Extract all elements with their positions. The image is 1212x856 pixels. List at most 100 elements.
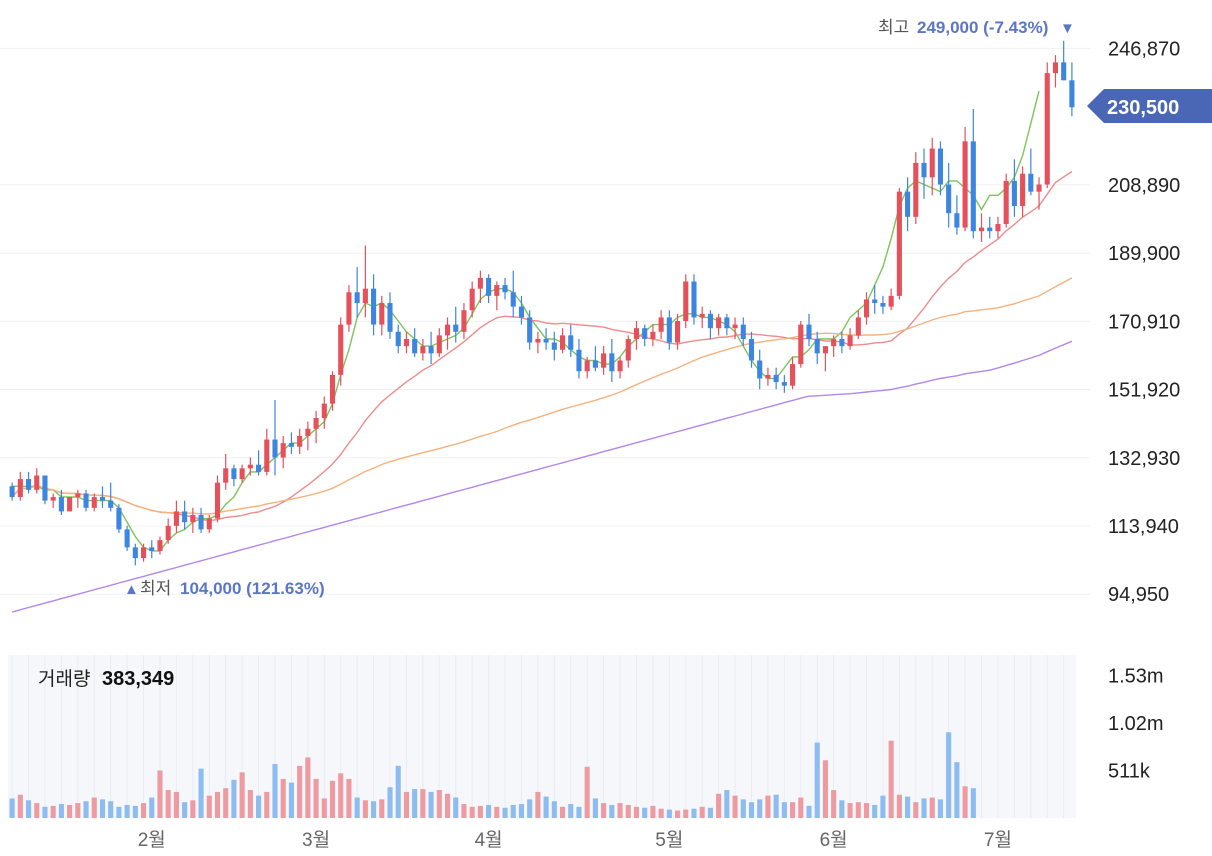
- candle-body: [157, 540, 163, 551]
- volume-bar: [428, 791, 434, 818]
- candle-body: [387, 303, 393, 332]
- candle-body: [1069, 80, 1075, 108]
- candle-body: [297, 435, 303, 447]
- candle-body: [346, 292, 352, 325]
- volume-bar: [362, 800, 368, 818]
- price-tick-label: 170,910: [1108, 311, 1180, 333]
- candle-body: [790, 364, 796, 386]
- candle-body: [1061, 62, 1067, 81]
- candle-body: [42, 475, 48, 501]
- candle-body: [280, 443, 286, 458]
- volume-bar: [683, 809, 689, 818]
- volume-bar: [831, 790, 837, 818]
- candle-body: [288, 443, 294, 447]
- high-marker-icon: ▼: [1060, 20, 1075, 37]
- candle-body: [428, 346, 434, 354]
- month-tick-label: 4월: [475, 829, 503, 851]
- price-gridlines: [0, 47, 1090, 595]
- candle-body: [863, 299, 870, 318]
- candle-body: [124, 529, 130, 548]
- candle-body: [247, 464, 253, 469]
- candle-body: [1011, 180, 1017, 207]
- volume-bar: [765, 795, 771, 818]
- candle-body: [1003, 180, 1009, 224]
- candle-body: [420, 346, 426, 354]
- candle-body: [691, 281, 697, 318]
- volume-bar: [748, 802, 755, 818]
- candle-body: [329, 374, 336, 404]
- candle-body: [354, 292, 360, 304]
- candle-body: [740, 324, 746, 339]
- volume-bar: [625, 804, 631, 818]
- price-tick-label: 151,920: [1108, 380, 1180, 402]
- candle-body: [412, 338, 418, 354]
- candle-body: [535, 338, 541, 343]
- volume-bar: [264, 791, 270, 818]
- volume-bar: [223, 788, 229, 818]
- volume-bar: [880, 795, 886, 818]
- candle-body: [995, 224, 1001, 232]
- volume-bar: [962, 786, 968, 818]
- candle-body: [839, 338, 845, 347]
- volume-bar: [592, 798, 598, 818]
- volume-bar: [609, 804, 615, 818]
- volume-bar: [50, 805, 56, 818]
- volume-bar: [165, 790, 171, 818]
- candle-body: [453, 324, 459, 332]
- volume-bar: [576, 806, 582, 818]
- volume-bar: [83, 801, 89, 818]
- candle-body: [970, 141, 976, 232]
- candle-body: [436, 335, 442, 354]
- volume-bar: [839, 800, 845, 818]
- candle-body: [683, 281, 689, 321]
- candle-body: [305, 428, 311, 436]
- volume-bar: [559, 806, 566, 818]
- volume-bar: [905, 796, 911, 818]
- candle-body: [239, 468, 245, 480]
- candle-body: [592, 360, 598, 368]
- candle-body: [149, 547, 155, 551]
- candle-body: [190, 515, 196, 523]
- candle-body: [642, 328, 648, 339]
- volume-bar: [913, 802, 919, 818]
- price-tick-label: 132,930: [1108, 448, 1180, 470]
- candle-body: [116, 507, 122, 530]
- candle-body: [198, 515, 204, 530]
- candle-body: [806, 324, 812, 339]
- volume-bar: [658, 808, 664, 818]
- high-annotation: 최고 249,000 (-7.43%) ▼: [878, 18, 1075, 37]
- candle-body: [518, 306, 525, 318]
- volume-bar: [970, 788, 976, 818]
- low-marker-icon: ▲: [124, 581, 139, 598]
- volume-bar: [510, 804, 516, 818]
- volume-bar: [354, 797, 360, 818]
- candle-body: [99, 497, 106, 501]
- volume-bar: [716, 793, 722, 818]
- volume-bar: [42, 806, 48, 818]
- candle-body: [872, 299, 878, 304]
- candle-body: [75, 493, 81, 498]
- volume-bar: [444, 793, 451, 818]
- candle-body: [510, 292, 516, 307]
- volume-bar: [642, 807, 648, 818]
- candle-body: [559, 335, 566, 350]
- high-value: 249,000 (-7.43%): [917, 18, 1048, 37]
- volume-bar: [872, 804, 878, 818]
- current-price-badge-shape: [1087, 89, 1212, 123]
- candle-body: [173, 511, 179, 526]
- candle-body: [773, 374, 779, 383]
- month-tick-label: 2월: [138, 829, 166, 851]
- volume-bar: [740, 799, 746, 818]
- candle-body: [461, 310, 467, 332]
- ma120-line: [11, 340, 1073, 613]
- volume-bar: [535, 791, 541, 818]
- volume-bar: [420, 789, 426, 818]
- volume-bar: [477, 805, 483, 818]
- volume-bar: [707, 807, 713, 818]
- candle-body: [576, 349, 582, 372]
- volume-bar: [584, 766, 590, 818]
- candle-body: [527, 317, 533, 343]
- volume-bar: [124, 804, 130, 818]
- volume-bar: [896, 794, 902, 818]
- candle-body: [272, 439, 278, 458]
